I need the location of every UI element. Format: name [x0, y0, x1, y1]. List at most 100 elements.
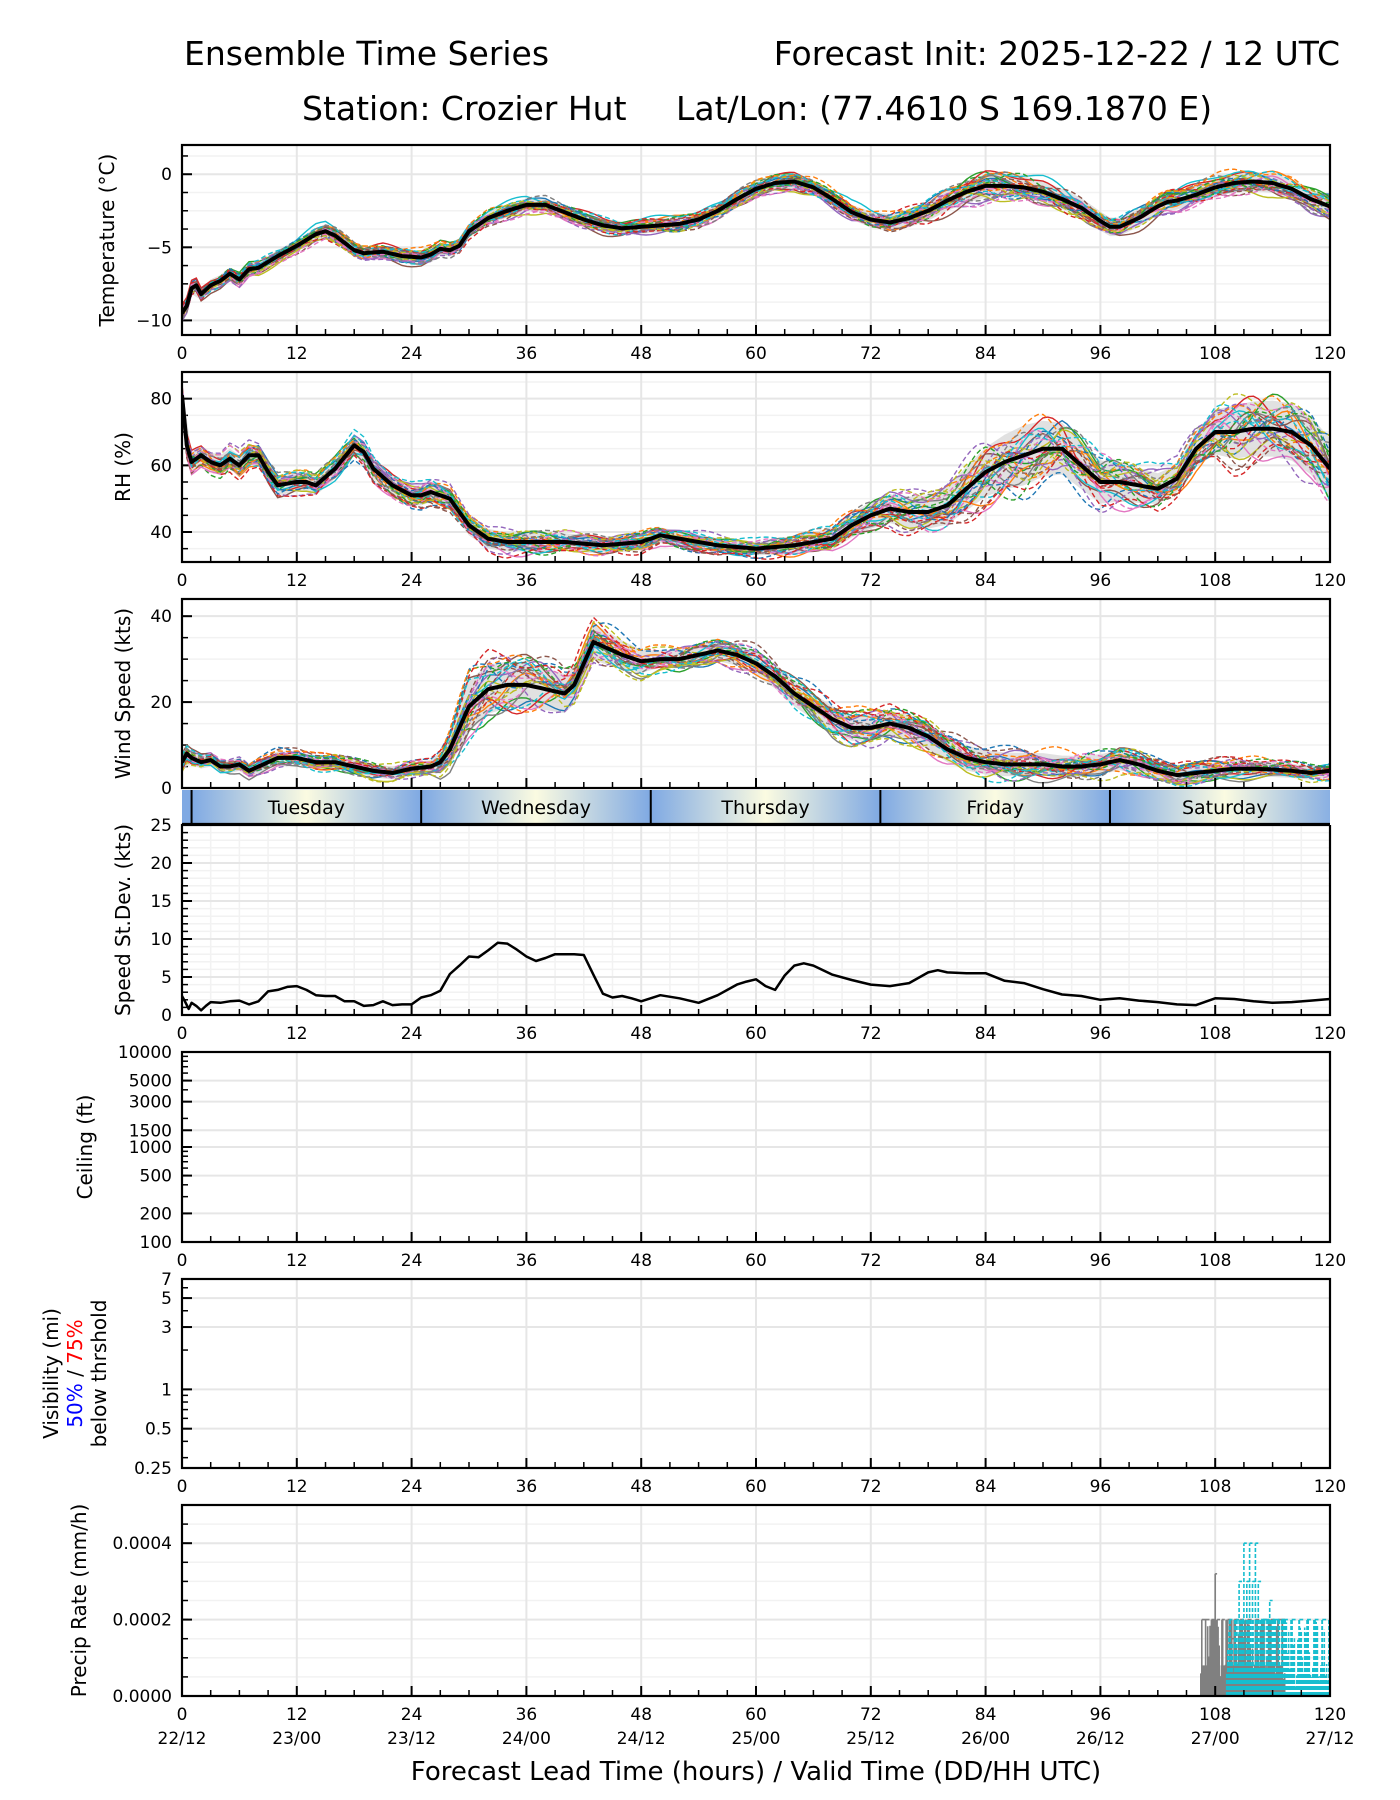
station-latlon: Lat/Lon: (77.4610 S 169.1870 E) — [676, 89, 1213, 128]
valid-time-label: 24/12 — [617, 1729, 666, 1749]
ensemble-member-line — [182, 393, 1330, 556]
x-tick-label: 72 — [860, 571, 882, 591]
y-axis-label-sub: below thrshold — [87, 1300, 111, 1448]
x-tick-label: 48 — [630, 1024, 652, 1044]
x-tick-label: 0 — [177, 1705, 188, 1725]
x-tick-label: 24 — [401, 1024, 423, 1044]
ensemble-member-line — [182, 408, 1330, 556]
threshold-50-label: 50% — [63, 1383, 87, 1427]
day-bar-mask — [1330, 789, 1400, 825]
valid-time-label: 23/00 — [272, 1729, 321, 1749]
ensemble-member-line — [182, 168, 1330, 315]
x-tick-label: 24 — [401, 1251, 423, 1271]
panel-visibility: 0.25 0.5 1 3 57 0 12 24 36 48 60 72 84 96 108 120 Visibi… — [39, 1270, 1346, 1497]
x-tick-label: 48 — [630, 344, 652, 364]
x-tick-label: 36 — [516, 1251, 538, 1271]
plot-area — [182, 616, 1330, 787]
ensemble-member-line — [182, 177, 1330, 320]
y-tick-label: 40 — [150, 523, 172, 543]
x-tick-label: 84 — [975, 1705, 997, 1725]
x-tick-label: 12 — [286, 344, 308, 364]
y-tick-label: 0.5 — [145, 1420, 172, 1440]
x-tick-label: 12 — [286, 1705, 308, 1725]
x-tick-label: 48 — [630, 1251, 652, 1271]
y-tick-label: 1500 — [129, 1121, 172, 1141]
y-axis-label: Ceiling (ft) — [73, 1095, 97, 1200]
x-tick-label: 96 — [1090, 344, 1112, 364]
ensemble-member-line — [182, 640, 1330, 784]
day-label: Friday — [966, 797, 1024, 819]
ensemble-member-line — [182, 386, 1330, 553]
x-tick-label: 12 — [286, 571, 308, 591]
x-axis-label: Forecast Lead Time (hours) / Valid Time … — [411, 1757, 1101, 1787]
x-tick-label: 36 — [516, 571, 538, 591]
y-tick-label: 0 — [161, 1006, 172, 1026]
y-axis-label: Visibility (mi) — [39, 1308, 63, 1439]
plot-area — [1200, 1542, 1330, 1696]
y-tick-label: 500 — [140, 1167, 172, 1187]
y-tick-label: 100 — [140, 1233, 172, 1253]
x-tick-label: 48 — [630, 571, 652, 591]
ensemble-member-line — [182, 621, 1330, 777]
ensemble-member-line — [182, 405, 1330, 556]
day-segment — [1109, 790, 1340, 824]
ensemble-member-line — [182, 176, 1330, 318]
plot-area — [182, 168, 1330, 322]
y-tick-label: 0.0002 — [113, 1611, 172, 1631]
valid-time-label: 25/00 — [732, 1729, 781, 1749]
panel-wind_speed: 0 20 40 Wind Speed (kts) — [111, 597, 1332, 799]
valid-time-label: 26/12 — [1076, 1729, 1125, 1749]
y-tick-label: 5000 — [129, 1072, 172, 1092]
x-tick-label: 120 — [1314, 1477, 1346, 1497]
x-tick-label: 120 — [1314, 571, 1346, 591]
x-tick-label: 24 — [401, 571, 423, 591]
ensemble-member-line — [182, 399, 1330, 549]
valid-time-label: 23/12 — [387, 1729, 436, 1749]
x-tick-label: 108 — [1199, 571, 1231, 591]
x-tick-label: 24 — [401, 1477, 423, 1497]
x-tick-label: 72 — [860, 1477, 882, 1497]
x-tick-label: 120 — [1314, 1024, 1346, 1044]
x-tick-label: 60 — [745, 1477, 767, 1497]
y-tick-label: 3 — [161, 1318, 172, 1338]
x-tick-label: 72 — [860, 344, 882, 364]
x-tick-label: 24 — [401, 1705, 423, 1725]
day-label: Thursday — [720, 797, 809, 819]
panel-speed_stdev: 0 5 10 15 20 25 0 12 24 36 48 60 72 84 96 108 120 Speed S… — [111, 816, 1346, 1044]
ensemble-member-line — [182, 639, 1330, 779]
x-tick-label: 84 — [975, 571, 997, 591]
day-bar-lead — [182, 790, 192, 824]
day-label: Saturday — [1182, 797, 1268, 819]
x-tick-label: 0 — [177, 1477, 188, 1497]
ensemble-member-line — [182, 183, 1330, 321]
y-tick-label: 40 — [150, 607, 172, 627]
y-tick-label: 80 — [150, 390, 172, 410]
x-tick-label: 96 — [1090, 571, 1112, 591]
x-tick-label: 84 — [975, 1251, 997, 1271]
y-axis-label: Speed St.Dev. (kts) — [111, 824, 135, 1016]
y-tick-label: 0.0000 — [113, 1687, 172, 1707]
x-tick-label: 60 — [745, 344, 767, 364]
plot-area — [182, 941, 1330, 1012]
x-tick-label: 108 — [1199, 1477, 1231, 1497]
stdev-line — [182, 941, 1330, 1012]
y-axis-label: RH (%) — [111, 432, 135, 502]
panel-temperature: −10 −5 0 0 12 24 36 48 60 72 84 96 108 120 Temperature… — [95, 143, 1346, 364]
x-tick-label: 48 — [630, 1705, 652, 1725]
valid-time-label: 25/12 — [846, 1729, 895, 1749]
x-tick-label: 0 — [177, 571, 188, 591]
x-tick-label: 12 — [286, 1024, 308, 1044]
day-bar: Tuesday Wednesday Thursday Friday Saturday — [182, 789, 1400, 826]
x-tick-label: 96 — [1090, 1705, 1112, 1725]
x-tick-label: 0 — [177, 344, 188, 364]
x-tick-label: 12 — [286, 1477, 308, 1497]
y-tick-label: 7 — [161, 1270, 172, 1290]
y-tick-label: −5 — [147, 238, 172, 258]
x-tick-label: 60 — [745, 1024, 767, 1044]
y-axis-label: Temperature (°C) — [95, 154, 119, 328]
x-tick-label: 96 — [1090, 1251, 1112, 1271]
y-tick-label: 10 — [150, 930, 172, 950]
y-tick-label: 3000 — [129, 1093, 172, 1113]
x-tick-label: 108 — [1199, 1024, 1231, 1044]
